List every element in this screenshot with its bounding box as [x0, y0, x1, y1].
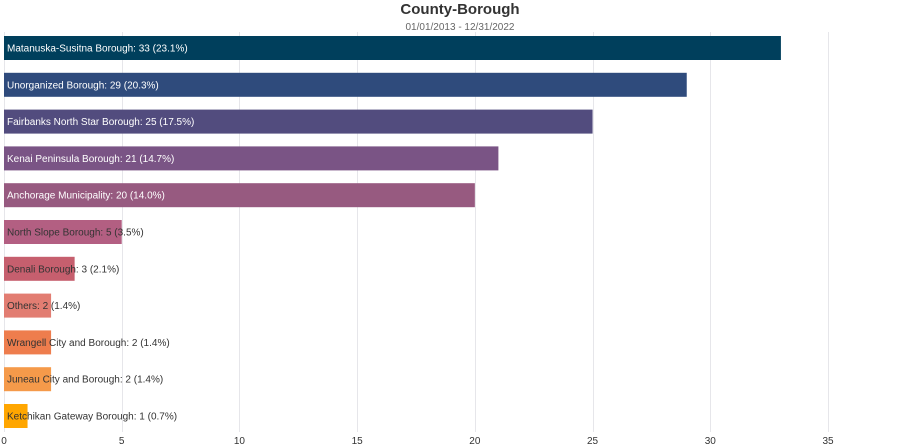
x-axis-ticks: 0 5 10 15 20 25 30 35: [1, 436, 834, 447]
bar[interactable]: [4, 146, 499, 171]
bar-label: Anchorage Municipality: 20 (14.0%): [7, 191, 165, 202]
chart-title: County-Borough: [400, 1, 520, 18]
bar-label: Wrangell City and Borough: 2 (1.4%): [7, 338, 170, 349]
x-tick-label: 30: [705, 436, 717, 447]
bars: [4, 36, 781, 428]
chart-subtitle: 01/01/2013 - 12/31/2022: [405, 22, 515, 33]
bar-label: Kenai Peninsula Borough: 21 (14.7%): [7, 154, 174, 165]
x-tick-label: 5: [119, 436, 125, 447]
bar-labels: Matanuska-Susitna Borough: 33 (23.1%) Uno…: [7, 44, 194, 423]
bar[interactable]: [4, 293, 52, 318]
bar[interactable]: [4, 404, 28, 428]
bar-label: Ketchikan Gateway Borough: 1 (0.7%): [7, 412, 177, 423]
x-tick-label: 15: [352, 436, 364, 447]
bar-label: North Slope Borough: 5 (3.5%): [7, 228, 144, 239]
bar-label: Unorganized Borough: 29 (20.3%): [7, 80, 159, 91]
x-tick-label: 25: [587, 436, 599, 447]
x-tick-label: 20: [469, 436, 481, 447]
x-tick-label: 10: [234, 436, 246, 447]
bar[interactable]: [4, 36, 781, 60]
bar-label: Juneau City and Borough: 2 (1.4%): [7, 375, 163, 386]
bar[interactable]: [4, 256, 75, 281]
bar-label: Others: 2 (1.4%): [7, 301, 80, 312]
bar[interactable]: [4, 72, 687, 97]
bar[interactable]: [4, 109, 593, 134]
bar[interactable]: [4, 367, 52, 392]
bar[interactable]: [4, 220, 122, 244]
x-tick-label: 35: [822, 436, 834, 447]
bar[interactable]: [4, 330, 52, 355]
bar-label: Denali Borough: 3 (2.1%): [7, 264, 119, 275]
x-tick-label: 0: [1, 436, 7, 447]
bar-label: Fairbanks North Star Borough: 25 (17.5%): [7, 117, 194, 128]
bar[interactable]: [4, 183, 475, 208]
bar-label: Matanuska-Susitna Borough: 33 (23.1%): [7, 44, 188, 55]
grid-lines: [4, 32, 829, 432]
